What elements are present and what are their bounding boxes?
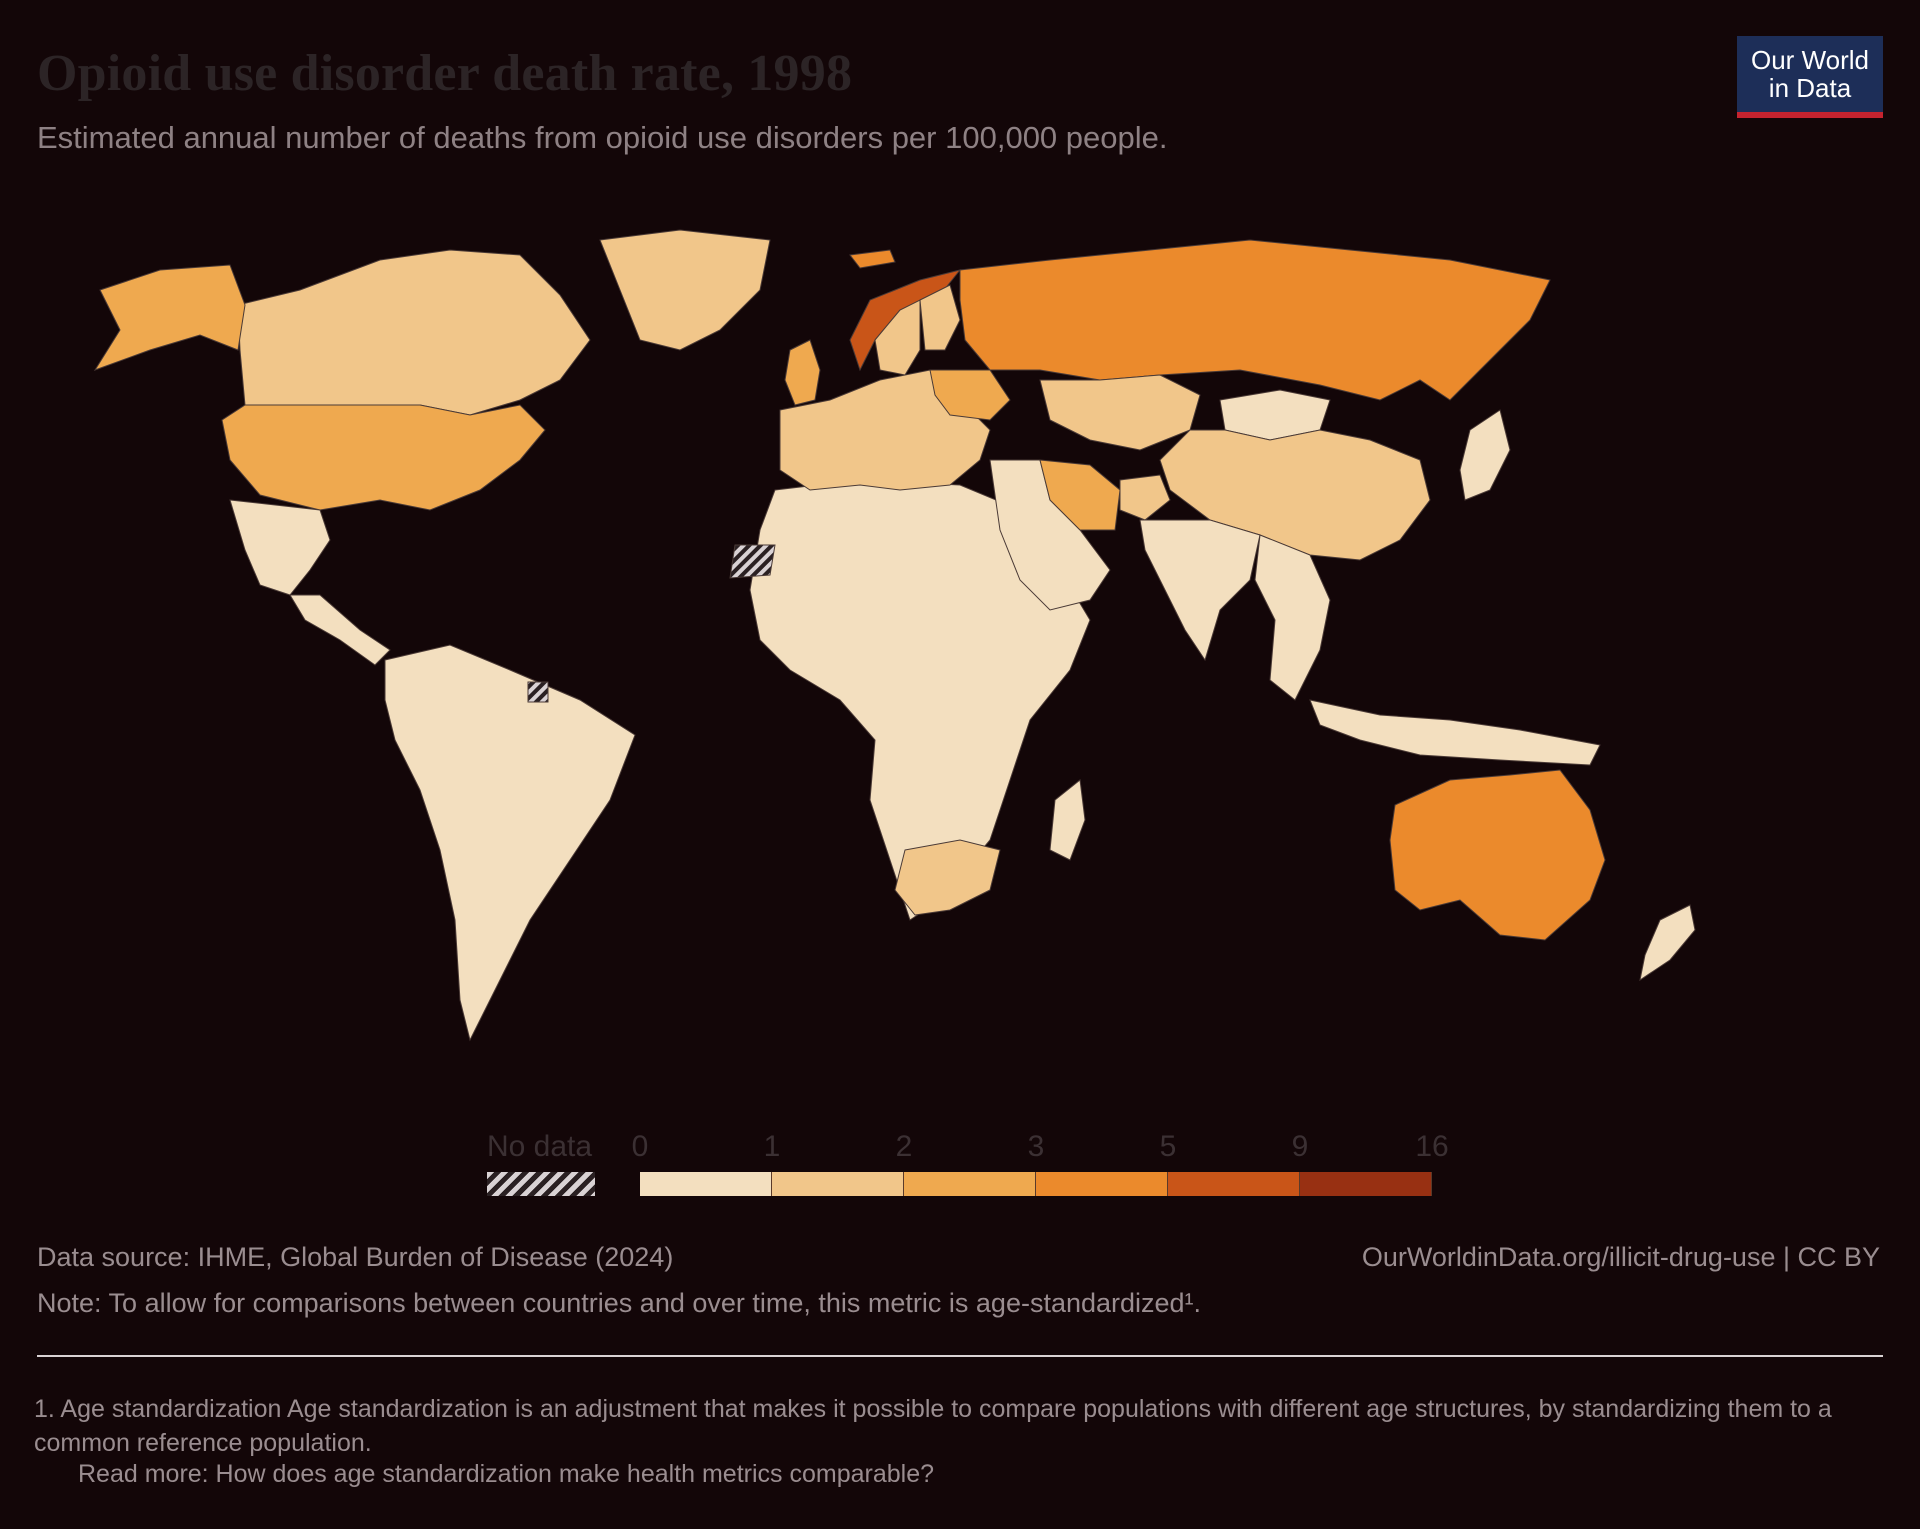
color-legend: No data 0 1 2 3 5 9 16 bbox=[0, 1120, 1920, 1200]
region-finland[interactable] bbox=[919, 284, 961, 351]
region-japan[interactable] bbox=[1459, 409, 1511, 501]
legend-swatch-0[interactable] bbox=[640, 1172, 772, 1196]
footer-divider bbox=[37, 1355, 1883, 1357]
legend-swatch-2[interactable] bbox=[904, 1172, 1036, 1196]
world-map-svg bbox=[93, 229, 1696, 1042]
note-text: Note: To allow for comparisons between c… bbox=[37, 1288, 1202, 1318]
world-map[interactable] bbox=[0, 200, 1920, 1060]
chart-subtitle: Estimated annual number of deaths from o… bbox=[37, 120, 1168, 155]
legend-tick-label: 3 bbox=[1027, 1130, 1045, 1163]
legend-swatch-3[interactable] bbox=[1036, 1172, 1168, 1196]
region-french-guiana[interactable] bbox=[527, 681, 549, 703]
legend-no-data-label: No data bbox=[487, 1130, 593, 1163]
region-kazakhstan[interactable] bbox=[1039, 374, 1201, 451]
read-more-link[interactable]: Read more: How does age standardization … bbox=[78, 1460, 935, 1488]
legend-tick-label: 5 bbox=[1159, 1130, 1177, 1163]
owid-logo[interactable]: Our World in Data bbox=[1737, 36, 1883, 118]
region-india[interactable] bbox=[1139, 519, 1261, 662]
region-mexico[interactable] bbox=[229, 499, 331, 596]
region-iceland[interactable] bbox=[849, 249, 896, 269]
legend-tick-label: 0 bbox=[631, 1130, 649, 1163]
region-united-states[interactable] bbox=[221, 404, 546, 511]
legend-swatch-1[interactable] bbox=[772, 1172, 904, 1196]
legend-swatch-4[interactable] bbox=[1168, 1172, 1300, 1196]
legend-swatch-5[interactable] bbox=[1300, 1172, 1432, 1196]
region-indonesia[interactable] bbox=[1309, 699, 1601, 766]
region-central-america[interactable] bbox=[289, 594, 391, 666]
region-madagascar[interactable] bbox=[1049, 779, 1086, 861]
source-link[interactable]: OurWorldinData.org/illicit-drug-use | CC… bbox=[1361, 1242, 1880, 1272]
region-iran[interactable] bbox=[1039, 459, 1121, 531]
legend-tick-label: 1 bbox=[763, 1130, 781, 1163]
legend-tick-label: 16 bbox=[1415, 1130, 1449, 1163]
region-europe[interactable] bbox=[779, 369, 991, 491]
region-south-africa[interactable] bbox=[894, 839, 1001, 916]
region-western-sahara[interactable] bbox=[729, 544, 776, 579]
region-russia[interactable] bbox=[959, 239, 1551, 401]
region-new-zealand[interactable] bbox=[1639, 904, 1696, 982]
logo-line-2: in Data bbox=[1768, 73, 1852, 103]
legend-tick-label: 2 bbox=[895, 1130, 913, 1163]
legend-tick-label: 9 bbox=[1291, 1130, 1309, 1163]
region-china[interactable] bbox=[1159, 429, 1431, 561]
footnote-text: 1. Age standardization Age standardizati… bbox=[34, 1395, 1832, 1457]
region-alaska[interactable] bbox=[93, 264, 246, 371]
region-australia[interactable] bbox=[1389, 769, 1606, 941]
region-sweden[interactable] bbox=[874, 299, 921, 376]
region-southeast-asia[interactable] bbox=[1254, 534, 1331, 701]
data-source[interactable]: Data source: IHME, Global Burden of Dise… bbox=[37, 1242, 674, 1272]
region-canada[interactable] bbox=[237, 249, 591, 416]
logo-line-1: Our World bbox=[1751, 45, 1869, 75]
region-greenland[interactable] bbox=[599, 229, 771, 351]
legend-no-data-swatch[interactable] bbox=[487, 1172, 595, 1196]
region-south-america[interactable] bbox=[384, 644, 636, 1042]
region-united-kingdom[interactable] bbox=[784, 339, 821, 406]
chart-title: Opioid use disorder death rate, 1998 bbox=[37, 45, 853, 102]
region-afghanistan[interactable] bbox=[1119, 474, 1171, 521]
